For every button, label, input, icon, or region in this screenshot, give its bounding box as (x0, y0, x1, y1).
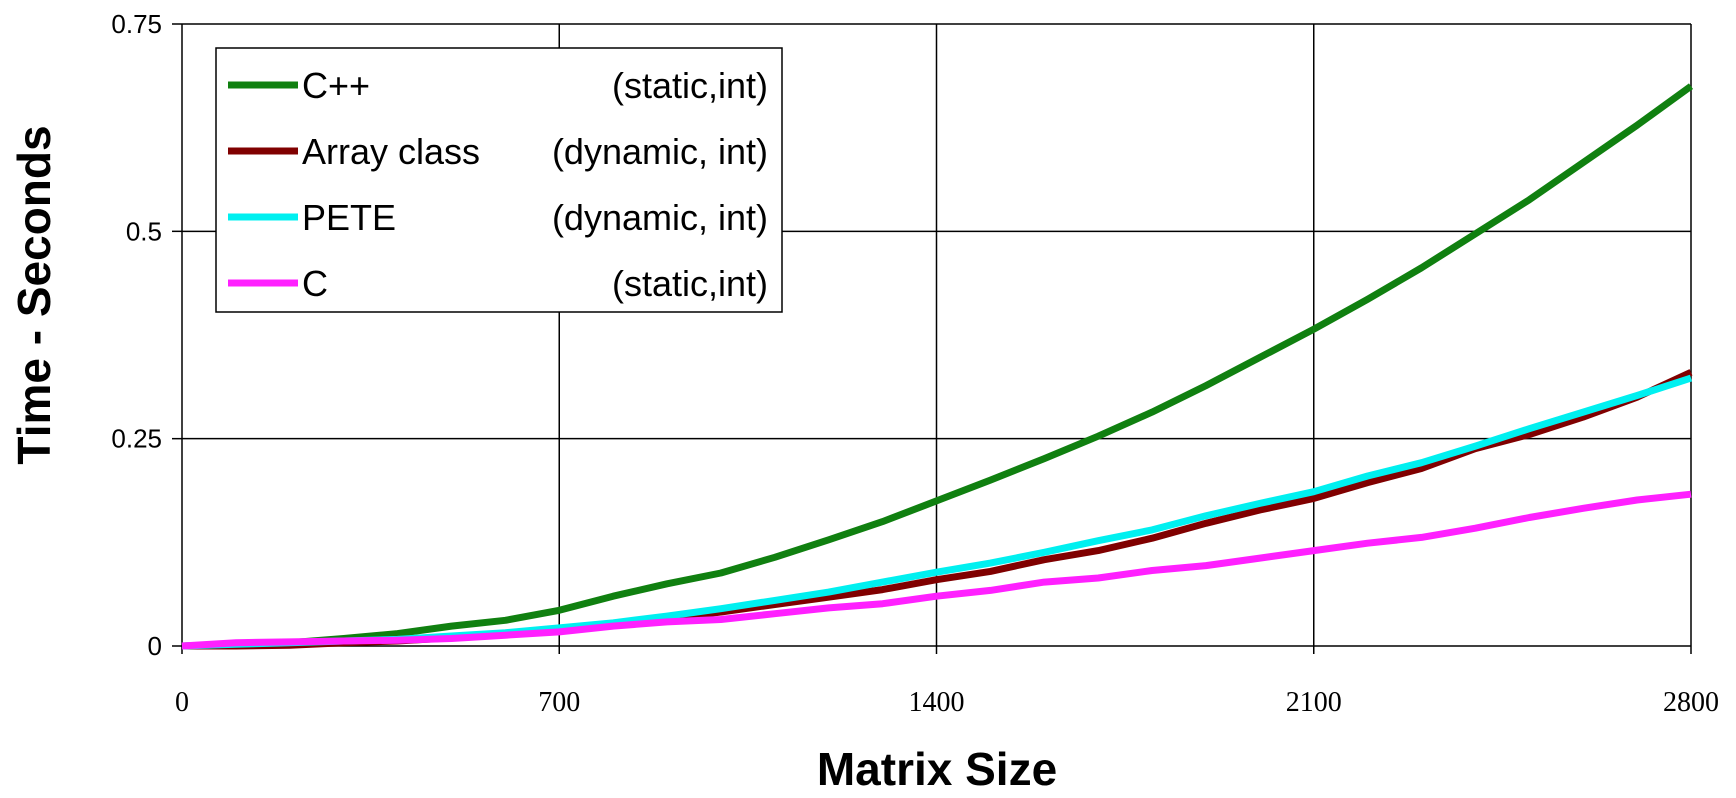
series-line-0 (181, 83, 1694, 650)
legend-label-2: PETE (302, 197, 396, 238)
x-tick-label-1: 700 (538, 687, 580, 718)
x-tick-label-3: 2100 (1286, 687, 1342, 718)
y-tick-label-2: 0.5 (126, 216, 162, 246)
x-tick-label-4: 2800 (1663, 687, 1719, 718)
legend-qualifier-0: (static,int) (612, 65, 768, 106)
tick-labels: 0 0.25 0.5 0.75 0 700 1400 2100 2800 (111, 9, 1719, 718)
legend-qualifier-2: (dynamic, int) (552, 197, 768, 238)
legend-label-3: C (302, 263, 328, 304)
series-lines (181, 83, 1694, 650)
axes (172, 23, 1692, 654)
legend-qualifier-1: (dynamic, int) (552, 131, 768, 172)
x-tick-label-0: 0 (175, 687, 189, 718)
legend-label-1: Array class (302, 131, 480, 172)
legend-qualifier-3: (static,int) (612, 263, 768, 304)
x-axis-title: Matrix Size (817, 743, 1057, 795)
y-tick-label-0: 0 (148, 631, 162, 661)
y-axis-title: Time - Seconds (8, 125, 60, 464)
y-tick-label-3: 0.75 (111, 9, 162, 39)
legend-label-0: C++ (302, 65, 370, 106)
y-tick-label-1: 0.25 (111, 424, 162, 454)
legend: C++ (static,int) Array class (dynamic, int)… (215, 47, 783, 313)
series-line-3 (181, 490, 1692, 650)
legend-box (215, 47, 783, 313)
x-tick-label-2: 1400 (909, 687, 965, 718)
